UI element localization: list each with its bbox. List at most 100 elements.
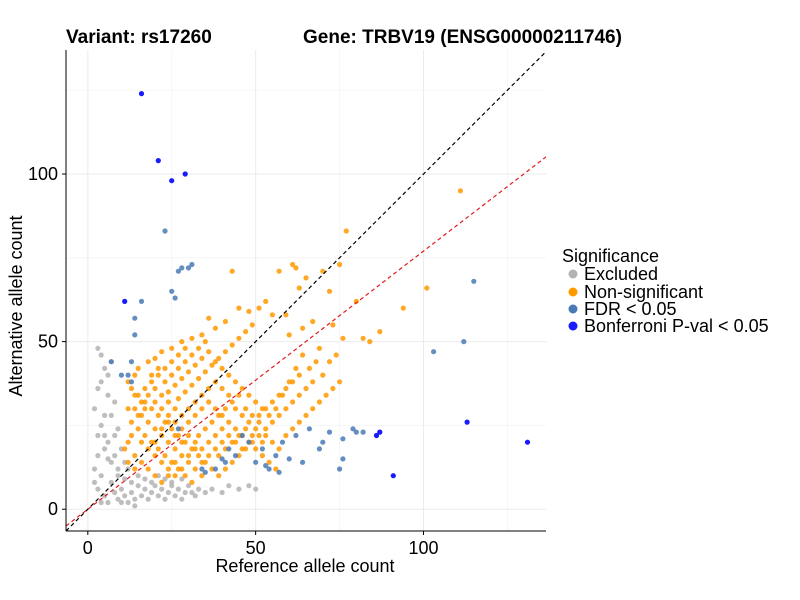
point-non-significant [232, 379, 239, 385]
point-non-significant [196, 453, 202, 459]
point-non-significant [169, 372, 175, 378]
point-non-significant [192, 439, 198, 445]
point-fdr-0-05 [316, 446, 322, 452]
point-non-significant [236, 335, 242, 341]
point-bonferroni-p-val-0-05 [390, 473, 396, 479]
point-non-significant [175, 352, 181, 358]
point-fdr-0-05 [132, 332, 138, 338]
point-excluded [95, 453, 101, 459]
point-excluded [162, 476, 168, 482]
point-non-significant [162, 365, 168, 371]
point-non-significant [189, 352, 195, 358]
point-non-significant [149, 406, 155, 412]
point-non-significant [226, 372, 232, 378]
point-excluded [169, 479, 175, 485]
point-fdr-0-05 [263, 463, 269, 469]
point-bonferroni-p-val-0-05 [182, 171, 188, 177]
point-excluded [115, 466, 121, 472]
point-non-significant [316, 399, 322, 405]
point-non-significant [185, 459, 192, 465]
point-non-significant [263, 298, 269, 304]
point-bonferroni-p-val-0-05 [373, 432, 380, 439]
point-non-significant [360, 335, 366, 341]
point-excluded [196, 486, 202, 492]
point-non-significant [263, 426, 269, 432]
point-non-significant [232, 406, 239, 412]
point-non-significant [135, 426, 141, 432]
point-non-significant [219, 439, 225, 445]
point-non-significant [273, 406, 279, 412]
point-non-significant [243, 406, 249, 412]
point-non-significant [206, 439, 212, 445]
point-non-significant [149, 372, 155, 378]
legend-label-bonferroni: Bonferroni P-val < 0.05 [584, 316, 769, 336]
point-excluded [102, 412, 108, 418]
point-fdr-0-05 [179, 265, 185, 271]
point-non-significant [269, 312, 275, 318]
point-non-significant [145, 419, 151, 425]
point-excluded [122, 493, 128, 499]
point-non-significant [212, 446, 218, 452]
point-non-significant [185, 419, 192, 425]
point-fdr-0-05 [172, 295, 178, 301]
point-non-significant [239, 412, 245, 418]
point-non-significant [300, 325, 306, 331]
point-fdr-0-05 [300, 459, 306, 465]
point-non-significant [310, 406, 316, 412]
point-non-significant [337, 261, 343, 268]
point-non-significant [145, 392, 151, 398]
point-non-significant [189, 382, 195, 388]
point-non-significant [182, 473, 188, 479]
point-non-significant [165, 412, 171, 418]
point-non-significant [216, 473, 222, 479]
point-non-significant [152, 473, 158, 479]
point-non-significant [155, 365, 161, 371]
point-non-significant [243, 329, 249, 335]
point-excluded [145, 496, 151, 502]
point-non-significant [199, 332, 205, 338]
legend-swatch-excluded [568, 269, 578, 279]
point-non-significant [196, 345, 202, 351]
point-fdr-0-05 [226, 446, 232, 452]
point-excluded [95, 345, 101, 351]
point-non-significant [172, 473, 178, 479]
y-axis-title: Alternative allele count [6, 215, 26, 396]
point-non-significant [199, 446, 205, 452]
point-excluded [118, 499, 124, 506]
point-non-significant [226, 392, 232, 398]
point-non-significant [209, 419, 215, 425]
point-fdr-0-05 [169, 288, 175, 294]
point-non-significant [367, 339, 373, 345]
point-non-significant [192, 446, 198, 452]
point-fdr-0-05 [253, 459, 259, 465]
point-excluded [102, 432, 108, 439]
point-non-significant [196, 375, 202, 382]
point-non-significant [132, 406, 138, 412]
point-fdr-0-05 [353, 429, 359, 435]
point-non-significant [330, 322, 336, 328]
point-fdr-0-05 [212, 466, 218, 472]
point-non-significant [202, 426, 208, 432]
point-non-significant [326, 288, 333, 294]
point-non-significant [256, 419, 262, 425]
point-non-significant [276, 392, 282, 398]
point-non-significant [206, 399, 212, 405]
point-non-significant [283, 406, 289, 412]
point-fdr-0-05 [138, 298, 145, 304]
point-non-significant [246, 308, 252, 314]
point-non-significant [132, 453, 138, 459]
point-non-significant [222, 406, 228, 412]
point-non-significant [239, 446, 245, 452]
point-excluded [182, 489, 188, 496]
chart-title-gene: Gene: TRBV19 (ENSG00000211746) [303, 27, 622, 48]
point-non-significant [286, 332, 292, 338]
legend-label-excluded: Excluded [584, 264, 658, 284]
point-non-significant [165, 419, 171, 425]
point-non-significant [296, 392, 302, 398]
point-non-significant [206, 315, 212, 321]
reference-lines [66, 51, 546, 531]
x-axis-title: Reference allele count [215, 556, 394, 576]
point-non-significant [293, 265, 299, 271]
point-excluded [98, 379, 104, 385]
point-excluded [246, 483, 252, 489]
